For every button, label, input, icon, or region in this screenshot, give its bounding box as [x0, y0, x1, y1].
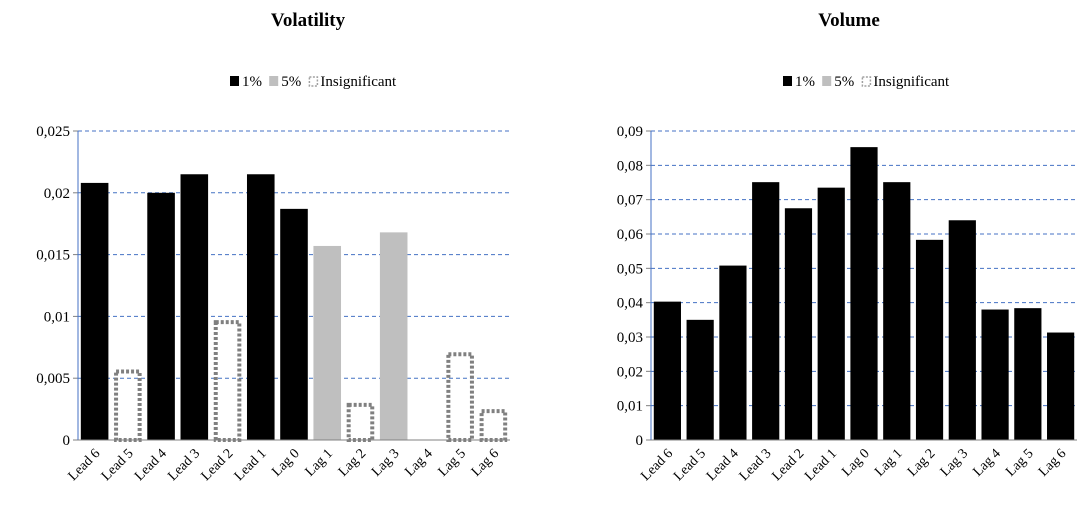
legend-swatch: [230, 76, 239, 86]
y-tick-label: 0: [636, 433, 644, 449]
bar: [80, 182, 109, 441]
x-tick-label: Lead 1: [802, 446, 840, 484]
bar: [784, 208, 813, 440]
bar: [180, 174, 209, 440]
x-tick-label: Lag 3: [369, 446, 402, 479]
y-tick-labels: 0 0,005 0,01 0,015 0,02 0,025: [36, 124, 70, 449]
bars: [653, 147, 1075, 441]
y-tick-label: 0: [63, 433, 71, 449]
legend-label: Insignificant: [320, 74, 397, 90]
y-tick-labels: 0 0,01 0,02 0,03 0,04 0,05 0,06 0,07 0,08 0,09: [617, 124, 644, 449]
legend-swatch: [783, 76, 792, 86]
bar: [213, 320, 242, 442]
bar: [479, 409, 508, 443]
y-tick-label: 0,09: [617, 124, 643, 140]
chart-legend: 1% 5% Insignificant: [230, 74, 397, 90]
bar: [850, 147, 878, 441]
x-tick-label: Lead 5: [671, 446, 709, 484]
legend-label: 1%: [242, 74, 262, 90]
y-tick-label: 0,05: [617, 261, 643, 277]
x-tick-label: Lag 0: [839, 446, 872, 479]
x-tick-label: Lag 1: [303, 446, 336, 479]
bar: [883, 182, 911, 440]
x-tick-label: Lag 6: [1036, 446, 1069, 479]
y-tick-label: 0,04: [617, 296, 644, 312]
x-tick-label: Lead 5: [99, 446, 137, 484]
volatility-chart: Volatility 1% 5% Insignificant 00,0050,010…: [36, 10, 510, 484]
x-tick-label: Lag 2: [905, 446, 938, 479]
x-tick-label: Lead 2: [199, 446, 237, 484]
x-tick-label: Lag 6: [469, 446, 502, 479]
bar: [948, 220, 976, 440]
bar: [686, 319, 714, 440]
bar: [981, 309, 1009, 440]
y-tick-label: 0,03: [617, 330, 643, 346]
x-tick-label: Lag 2: [336, 446, 369, 479]
x-tick-label: Lag 5: [1003, 446, 1036, 479]
y-tick-label: 0,015: [36, 248, 70, 264]
legend-swatch: [269, 76, 279, 86]
legend-swatch: [308, 76, 319, 87]
legend-label: Insignificant: [873, 74, 950, 90]
y-tick-label: 0,025: [36, 124, 70, 140]
bar: [1047, 332, 1075, 440]
bar: [114, 369, 142, 443]
x-tick-label: Lag 5: [436, 446, 469, 479]
legend-label: 1%: [795, 74, 815, 90]
bar: [752, 182, 780, 440]
bar: [719, 265, 747, 440]
legend-label: 5%: [834, 74, 854, 90]
y-tick-label: 0,08: [617, 158, 643, 174]
bar: [346, 402, 375, 443]
x-tick-label: Lead 6: [66, 446, 104, 484]
legend-label: 5%: [281, 74, 301, 90]
bar: [1014, 308, 1042, 440]
x-tick-label: Lag 1: [872, 446, 905, 479]
volume-chart: Volume 1% 5% Insignificant 0 0,01 0,02 0,03 0,…: [617, 10, 1077, 484]
x-tick-label: Lag 4: [402, 446, 435, 479]
bar: [915, 239, 944, 440]
x-tick-label: Lead 6: [638, 446, 676, 484]
chart-legend: 1% 5% Insignificant: [783, 74, 950, 90]
chart-title: Volume: [818, 10, 880, 31]
chart-title: Volatility: [271, 10, 346, 31]
legend-swatch: [822, 76, 832, 86]
axes: [73, 130, 510, 441]
bar: [280, 208, 308, 440]
bar: [446, 352, 474, 442]
x-tick-label: Lag 0: [269, 446, 302, 479]
bar: [147, 192, 175, 440]
x-tick-label: Lead 3: [165, 446, 203, 484]
bar: [246, 174, 275, 440]
y-tick-label: 0,02: [44, 186, 70, 202]
x-tick-label: Lead 4: [132, 446, 170, 484]
y-tick-label: 0,07: [617, 193, 644, 209]
x-tick-label: Lead 1: [232, 446, 270, 484]
x-tick-label: Lead 4: [704, 446, 742, 484]
y-tick-label: 0,005: [36, 371, 70, 387]
x-tick-label: Lead 3: [737, 446, 775, 484]
bar: [653, 301, 681, 440]
y-tick-label: 0,02: [617, 364, 643, 380]
y-tick-label: 0,06: [617, 227, 644, 243]
x-tick-label: Lead 2: [769, 446, 807, 484]
axes: [646, 130, 1077, 441]
bars: [80, 174, 508, 443]
bar: [379, 232, 408, 440]
bar: [817, 187, 845, 440]
legend-swatch: [861, 76, 872, 87]
x-tick-label: Lag 3: [938, 446, 971, 479]
y-tick-label: 0,01: [617, 399, 643, 415]
x-tick-label: Lag 4: [970, 446, 1003, 479]
y-tick-label: 0,01: [44, 309, 70, 325]
bar: [313, 245, 342, 440]
